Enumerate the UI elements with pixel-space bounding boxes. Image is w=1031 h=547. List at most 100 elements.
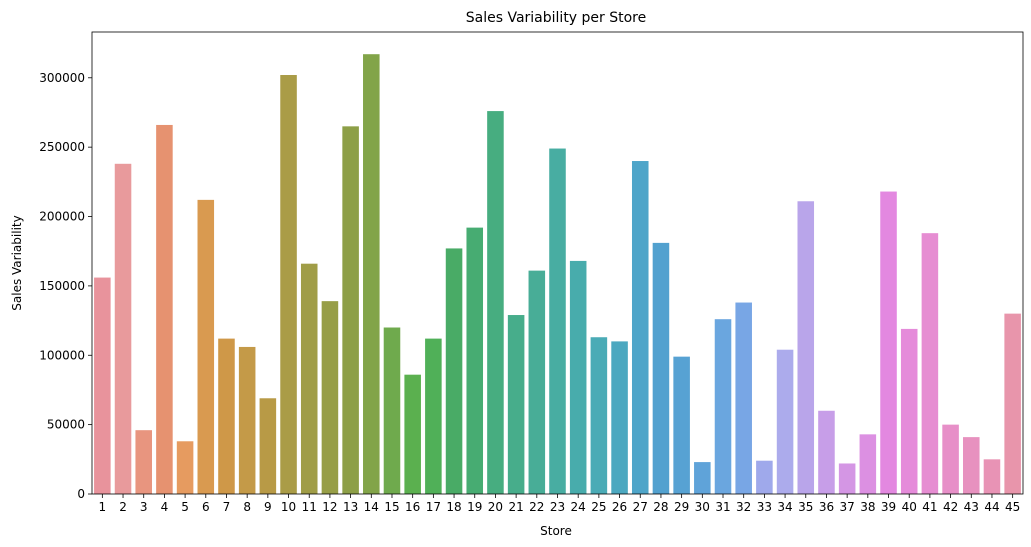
x-tick-label: 9 [264,500,272,514]
x-tick-label: 13 [343,500,358,514]
bar-store-40 [900,328,918,494]
bar-store-39 [880,191,897,495]
x-tick-label: 41 [922,500,937,514]
y-tick-label: 0 [77,487,85,501]
bar-store-22 [528,270,546,494]
bar-store-28 [652,242,670,494]
bar-store-36 [818,410,835,494]
x-tick-label: 20 [488,500,503,514]
bar-store-29 [673,356,690,494]
bar-store-16 [404,374,421,494]
bar-store-26 [611,341,628,494]
y-tick-label: 250000 [39,140,85,154]
bar-store-41 [921,233,939,495]
bar-store-3 [135,430,152,494]
bar-store-31 [714,319,732,494]
x-tick-label: 35 [798,500,813,514]
bar-store-10 [280,75,297,494]
bar-store-20 [487,111,504,494]
x-tick-label: 30 [695,500,710,514]
x-tick-label: 12 [322,500,337,514]
x-tick-label: 15 [384,500,399,514]
bar-store-19 [466,227,484,494]
x-tick-label: 18 [446,500,461,514]
bar-store-44 [983,459,1001,494]
x-tick-label: 37 [840,500,855,514]
x-tick-label: 31 [715,500,730,514]
y-tick-label: 50000 [47,418,85,432]
x-tick-label: 25 [591,500,606,514]
x-axis-label: Store [540,524,572,538]
x-tick-label: 43 [964,500,979,514]
bars-group [94,54,1021,495]
bar-store-23 [549,148,566,495]
bar-store-42 [942,424,959,494]
x-tick-label: 4 [161,500,169,514]
x-tick-label: 7 [223,500,231,514]
y-tick-label: 150000 [39,279,85,293]
bar-store-14 [363,54,380,494]
x-tick-label: 45 [1005,500,1020,514]
x-tick-label: 14 [364,500,379,514]
bar-store-21 [507,315,525,494]
bar-store-6 [197,199,215,494]
bar-store-1 [94,277,111,494]
bar-store-8 [238,346,256,494]
x-tick-label: 38 [860,500,875,514]
x-tick-label: 16 [405,500,420,514]
x-tick-label: 22 [529,500,544,514]
x-tick-label: 27 [633,500,648,514]
bar-store-15 [383,327,401,494]
bar-store-12 [321,301,339,494]
bar-store-17 [425,338,442,494]
x-tick-label: 21 [508,500,523,514]
bar-store-13 [342,126,359,494]
x-tick-label: 23 [550,500,565,514]
x-tick-label: 5 [181,500,189,514]
bar-store-9 [259,398,277,494]
y-ticks-group: 0 50000 100000 150000 200000 250000 300000 [39,71,92,501]
x-tick-label: 6 [202,500,210,514]
bar-store-25 [590,337,608,494]
x-tick-label: 8 [243,500,251,514]
x-tick-label: 24 [571,500,586,514]
bar-store-43 [963,437,980,494]
x-tick-label: 28 [653,500,668,514]
x-tick-label: 33 [757,500,772,514]
bar-store-4 [156,124,173,494]
x-tick-label: 10 [281,500,296,514]
plot-frame [91,31,1024,495]
y-tick-label: 300000 [39,71,85,85]
x-tick-label: 32 [736,500,751,514]
bar-store-11 [300,263,318,494]
bar-store-35 [797,201,815,494]
x-tick-label: 11 [302,500,317,514]
x-tick-label: 29 [674,500,689,514]
bar-store-7 [218,338,235,494]
x-tick-label: 1 [99,500,107,514]
bar-store-30 [694,462,711,494]
x-tick-label: 3 [140,500,148,514]
bar-store-37 [838,463,856,494]
x-tick-label: 39 [881,500,896,514]
x-tick-label: 2 [119,500,127,514]
bar-store-38 [859,434,877,494]
chart-title: Sales Variability per Store [466,10,647,26]
bar-store-2 [114,163,132,495]
bar-store-24 [569,260,587,494]
y-tick-label: 200000 [39,210,85,224]
bar-store-27 [631,161,649,494]
x-tick-label: 40 [902,500,917,514]
x-tick-label: 17 [426,500,441,514]
x-tick-label: 34 [777,500,792,514]
bar-store-5 [176,441,194,494]
x-tick-label: 36 [819,500,834,514]
bar-store-45 [1004,313,1021,494]
bar-store-33 [756,460,773,494]
x-tick-label: 19 [467,500,482,514]
x-ticks-group: 1 2 3 4 5 6 7 8 9 10 11 12 13 14 15 16 17 18 19 20 21 22 23 24 2… [99,494,1020,514]
bar-store-32 [735,302,752,494]
x-tick-label: 26 [612,500,627,514]
bar-store-18 [445,248,463,494]
